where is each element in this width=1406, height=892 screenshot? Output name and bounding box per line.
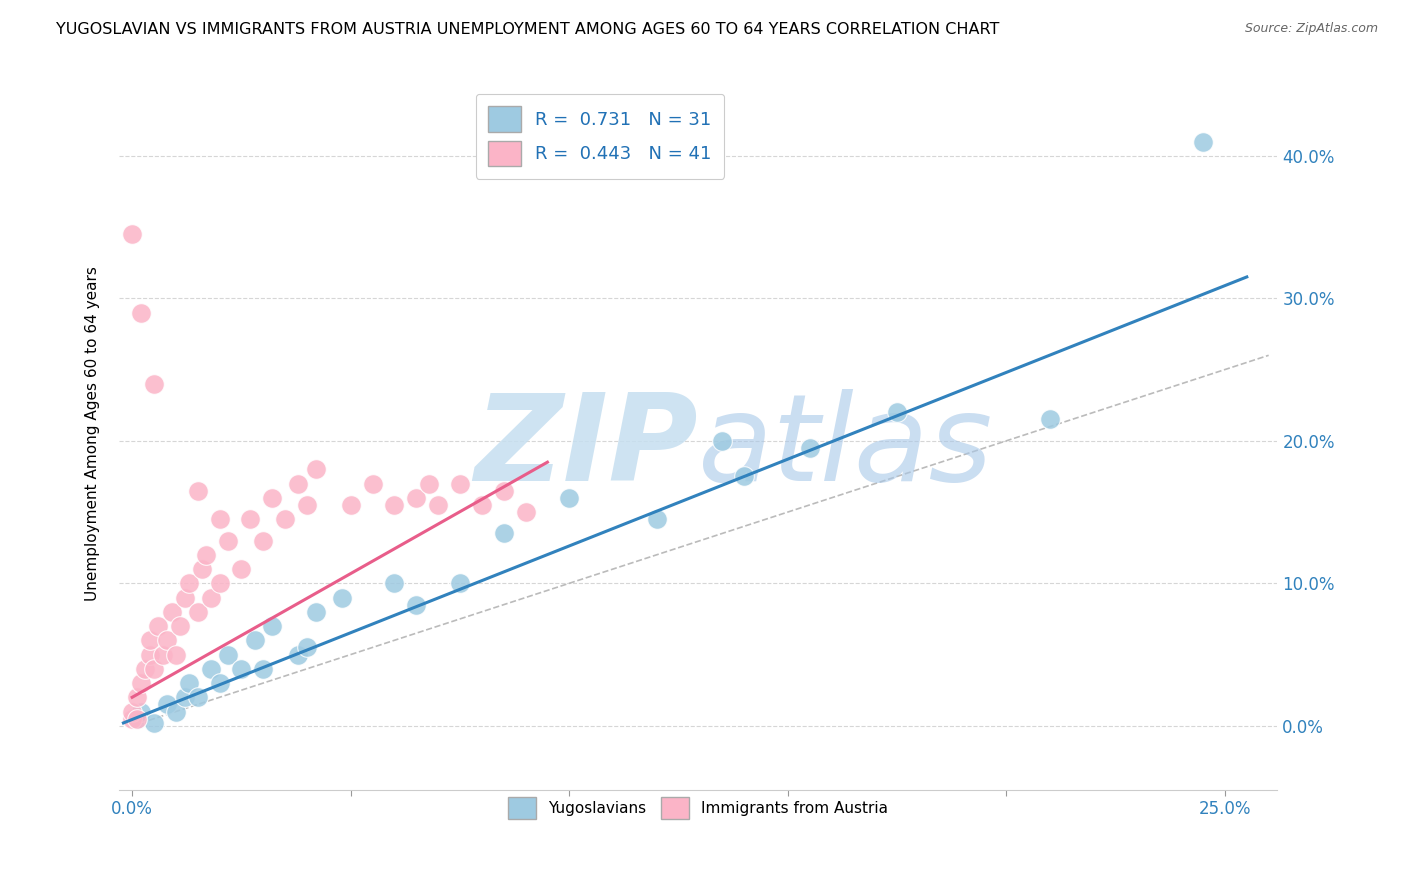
Point	[733, 469, 755, 483]
Point	[449, 476, 471, 491]
Point	[177, 676, 200, 690]
Point	[165, 648, 187, 662]
Point	[799, 441, 821, 455]
Text: ZIP: ZIP	[474, 390, 699, 507]
Point	[252, 662, 274, 676]
Point	[208, 512, 231, 526]
Point	[252, 533, 274, 548]
Point	[138, 633, 160, 648]
Point	[305, 462, 328, 476]
Point	[138, 648, 160, 662]
Point	[384, 498, 406, 512]
Text: atlas: atlas	[699, 390, 994, 507]
Point	[165, 705, 187, 719]
Point	[243, 633, 266, 648]
Text: YUGOSLAVIAN VS IMMIGRANTS FROM AUSTRIA UNEMPLOYMENT AMONG AGES 60 TO 64 YEARS CO: YUGOSLAVIAN VS IMMIGRANTS FROM AUSTRIA U…	[56, 22, 1000, 37]
Point	[173, 690, 195, 705]
Point	[515, 505, 537, 519]
Point	[274, 512, 297, 526]
Point	[121, 705, 143, 719]
Point	[134, 662, 156, 676]
Point	[231, 562, 253, 576]
Point	[129, 705, 152, 719]
Point	[156, 698, 179, 712]
Point	[330, 591, 353, 605]
Point	[195, 548, 218, 562]
Point	[418, 476, 440, 491]
Point	[208, 576, 231, 591]
Point	[558, 491, 581, 505]
Point	[187, 605, 209, 619]
Point	[405, 598, 427, 612]
Point	[645, 512, 668, 526]
Point	[361, 476, 384, 491]
Point	[125, 712, 148, 726]
Point	[187, 483, 209, 498]
Point	[492, 526, 515, 541]
Point	[339, 498, 361, 512]
Point	[492, 483, 515, 498]
Point	[287, 476, 309, 491]
Point	[156, 633, 179, 648]
Point	[239, 512, 262, 526]
Point	[405, 491, 427, 505]
Legend: Yugoslavians, Immigrants from Austria: Yugoslavians, Immigrants from Austria	[502, 791, 894, 825]
Y-axis label: Unemployment Among Ages 60 to 64 years: Unemployment Among Ages 60 to 64 years	[86, 266, 100, 601]
Point	[152, 648, 174, 662]
Point	[177, 576, 200, 591]
Point	[125, 712, 148, 726]
Point	[121, 227, 143, 242]
Text: Source: ZipAtlas.com: Source: ZipAtlas.com	[1244, 22, 1378, 36]
Point	[143, 376, 166, 391]
Point	[449, 576, 471, 591]
Point	[217, 648, 239, 662]
Point	[200, 591, 222, 605]
Point	[1192, 135, 1215, 149]
Point	[295, 640, 318, 655]
Point	[160, 605, 183, 619]
Point	[1039, 412, 1062, 426]
Point	[191, 562, 214, 576]
Point	[208, 676, 231, 690]
Point	[129, 305, 152, 319]
Point	[129, 676, 152, 690]
Point	[187, 690, 209, 705]
Point	[305, 605, 328, 619]
Point	[148, 619, 170, 633]
Point	[260, 491, 283, 505]
Point	[260, 619, 283, 633]
Point	[169, 619, 191, 633]
Point	[217, 533, 239, 548]
Point	[427, 498, 450, 512]
Point	[295, 498, 318, 512]
Point	[173, 591, 195, 605]
Point	[711, 434, 734, 448]
Point	[143, 662, 166, 676]
Point	[121, 712, 143, 726]
Point	[886, 405, 908, 419]
Point	[143, 715, 166, 730]
Point	[200, 662, 222, 676]
Point	[231, 662, 253, 676]
Point	[471, 498, 494, 512]
Point	[384, 576, 406, 591]
Point	[287, 648, 309, 662]
Point	[125, 690, 148, 705]
